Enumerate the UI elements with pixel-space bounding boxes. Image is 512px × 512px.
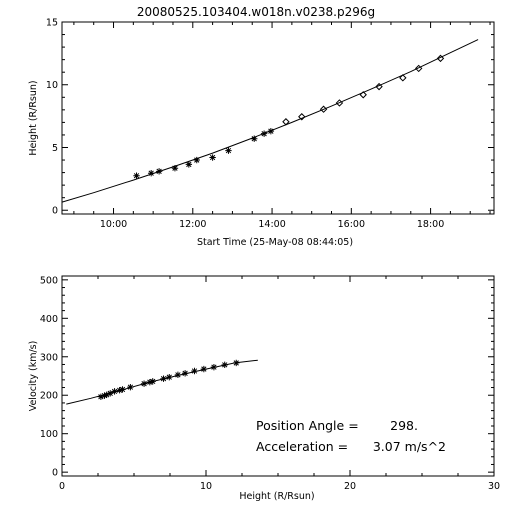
velocity-height-ylabel: Velocity (km/s)	[28, 341, 39, 412]
velocity-height-y-tick-label: 500	[40, 275, 58, 286]
position-angle-annotation: Position Angle = 298.	[256, 418, 418, 433]
velocity-height-y-tick-label: 0	[52, 468, 58, 479]
velocity-height-xlabel: Height (R/Rsun)	[239, 491, 314, 502]
velocity-height-x-tick-label: 20	[344, 481, 356, 492]
velocity-height-data-point-asterisk	[191, 367, 198, 375]
position-angle-value: 298.	[390, 418, 418, 433]
velocity-height-x-tick-label: 10	[200, 481, 212, 492]
velocity-height-data-point-asterisk	[174, 371, 182, 379]
height-time-data-point-asterisk	[147, 170, 155, 177]
figure-title: 20080525.103404.w018n.v0238.p296g	[137, 5, 375, 19]
height-time-y-tick-label: 0	[52, 206, 58, 217]
height-time-ylabel: Height (R/Rsun)	[28, 80, 39, 155]
height-time-xlabel: Start Time (25-May-08 08:44:05)	[197, 237, 353, 248]
height-time-y-tick-label: 5	[52, 143, 58, 154]
height-time-data-point-asterisk	[185, 161, 193, 168]
height-time-data-point-asterisk	[133, 172, 140, 179]
height-time-x-tick-label: 12:00	[179, 219, 206, 230]
velocity-height-fit-line	[66, 359, 258, 405]
velocity-height-panel: Height (R/Rsun) Velocity (km/s) Position…	[28, 275, 500, 502]
height-time-data-point-diamond	[375, 82, 383, 91]
height-time-data-point-diamond	[436, 54, 445, 63]
acceleration-annotation: Acceleration = 3.07 m/s^2	[256, 439, 446, 454]
velocity-height-data-point-asterisk	[97, 393, 105, 400]
height-time-data-point-asterisk	[225, 147, 232, 154]
height-time-x-tick-label: 14:00	[258, 219, 285, 230]
height-time-x-tick-label: 16:00	[338, 219, 365, 230]
velocity-height-x-tick-label: 30	[488, 481, 500, 492]
velocity-height-data-point-asterisk	[111, 388, 118, 395]
position-angle-label: Position Angle =	[256, 418, 359, 433]
velocity-height-y-tick-label: 200	[40, 391, 58, 402]
height-time-panel: Start Time (25-May-08 08:44:05) Height (…	[28, 18, 495, 248]
height-time-x-tick-label: 18:00	[417, 219, 444, 230]
height-time-data-point-diamond	[399, 74, 407, 82]
height-time-data-point-asterisk	[209, 154, 216, 161]
velocity-height-x-tick-label: 0	[59, 481, 65, 492]
height-time-y-tick-label: 15	[46, 18, 58, 29]
height-time-fit-line	[61, 39, 479, 203]
velocity-height-y-tick-label: 400	[40, 314, 58, 325]
velocity-height-data-point-asterisk	[101, 392, 108, 399]
height-time-data-point-diamond	[298, 113, 306, 121]
height-time-data-point-diamond	[414, 64, 423, 73]
height-time-data-point-asterisk	[251, 135, 258, 142]
height-time-y-tick-label: 10	[46, 80, 58, 91]
height-time-data-point-asterisk	[193, 156, 200, 164]
acceleration-value: 3.07 m/s^2	[373, 439, 446, 454]
height-time-plot-frame	[61, 21, 495, 215]
height-time-data-point-asterisk	[171, 164, 179, 172]
acceleration-label: Acceleration =	[256, 439, 348, 454]
velocity-height-y-tick-label: 100	[40, 429, 58, 440]
velocity-height-data-point-asterisk	[103, 391, 110, 399]
height-time-x-tick-label: 10:00	[100, 219, 127, 230]
velocity-height-y-tick-label: 300	[40, 352, 58, 363]
